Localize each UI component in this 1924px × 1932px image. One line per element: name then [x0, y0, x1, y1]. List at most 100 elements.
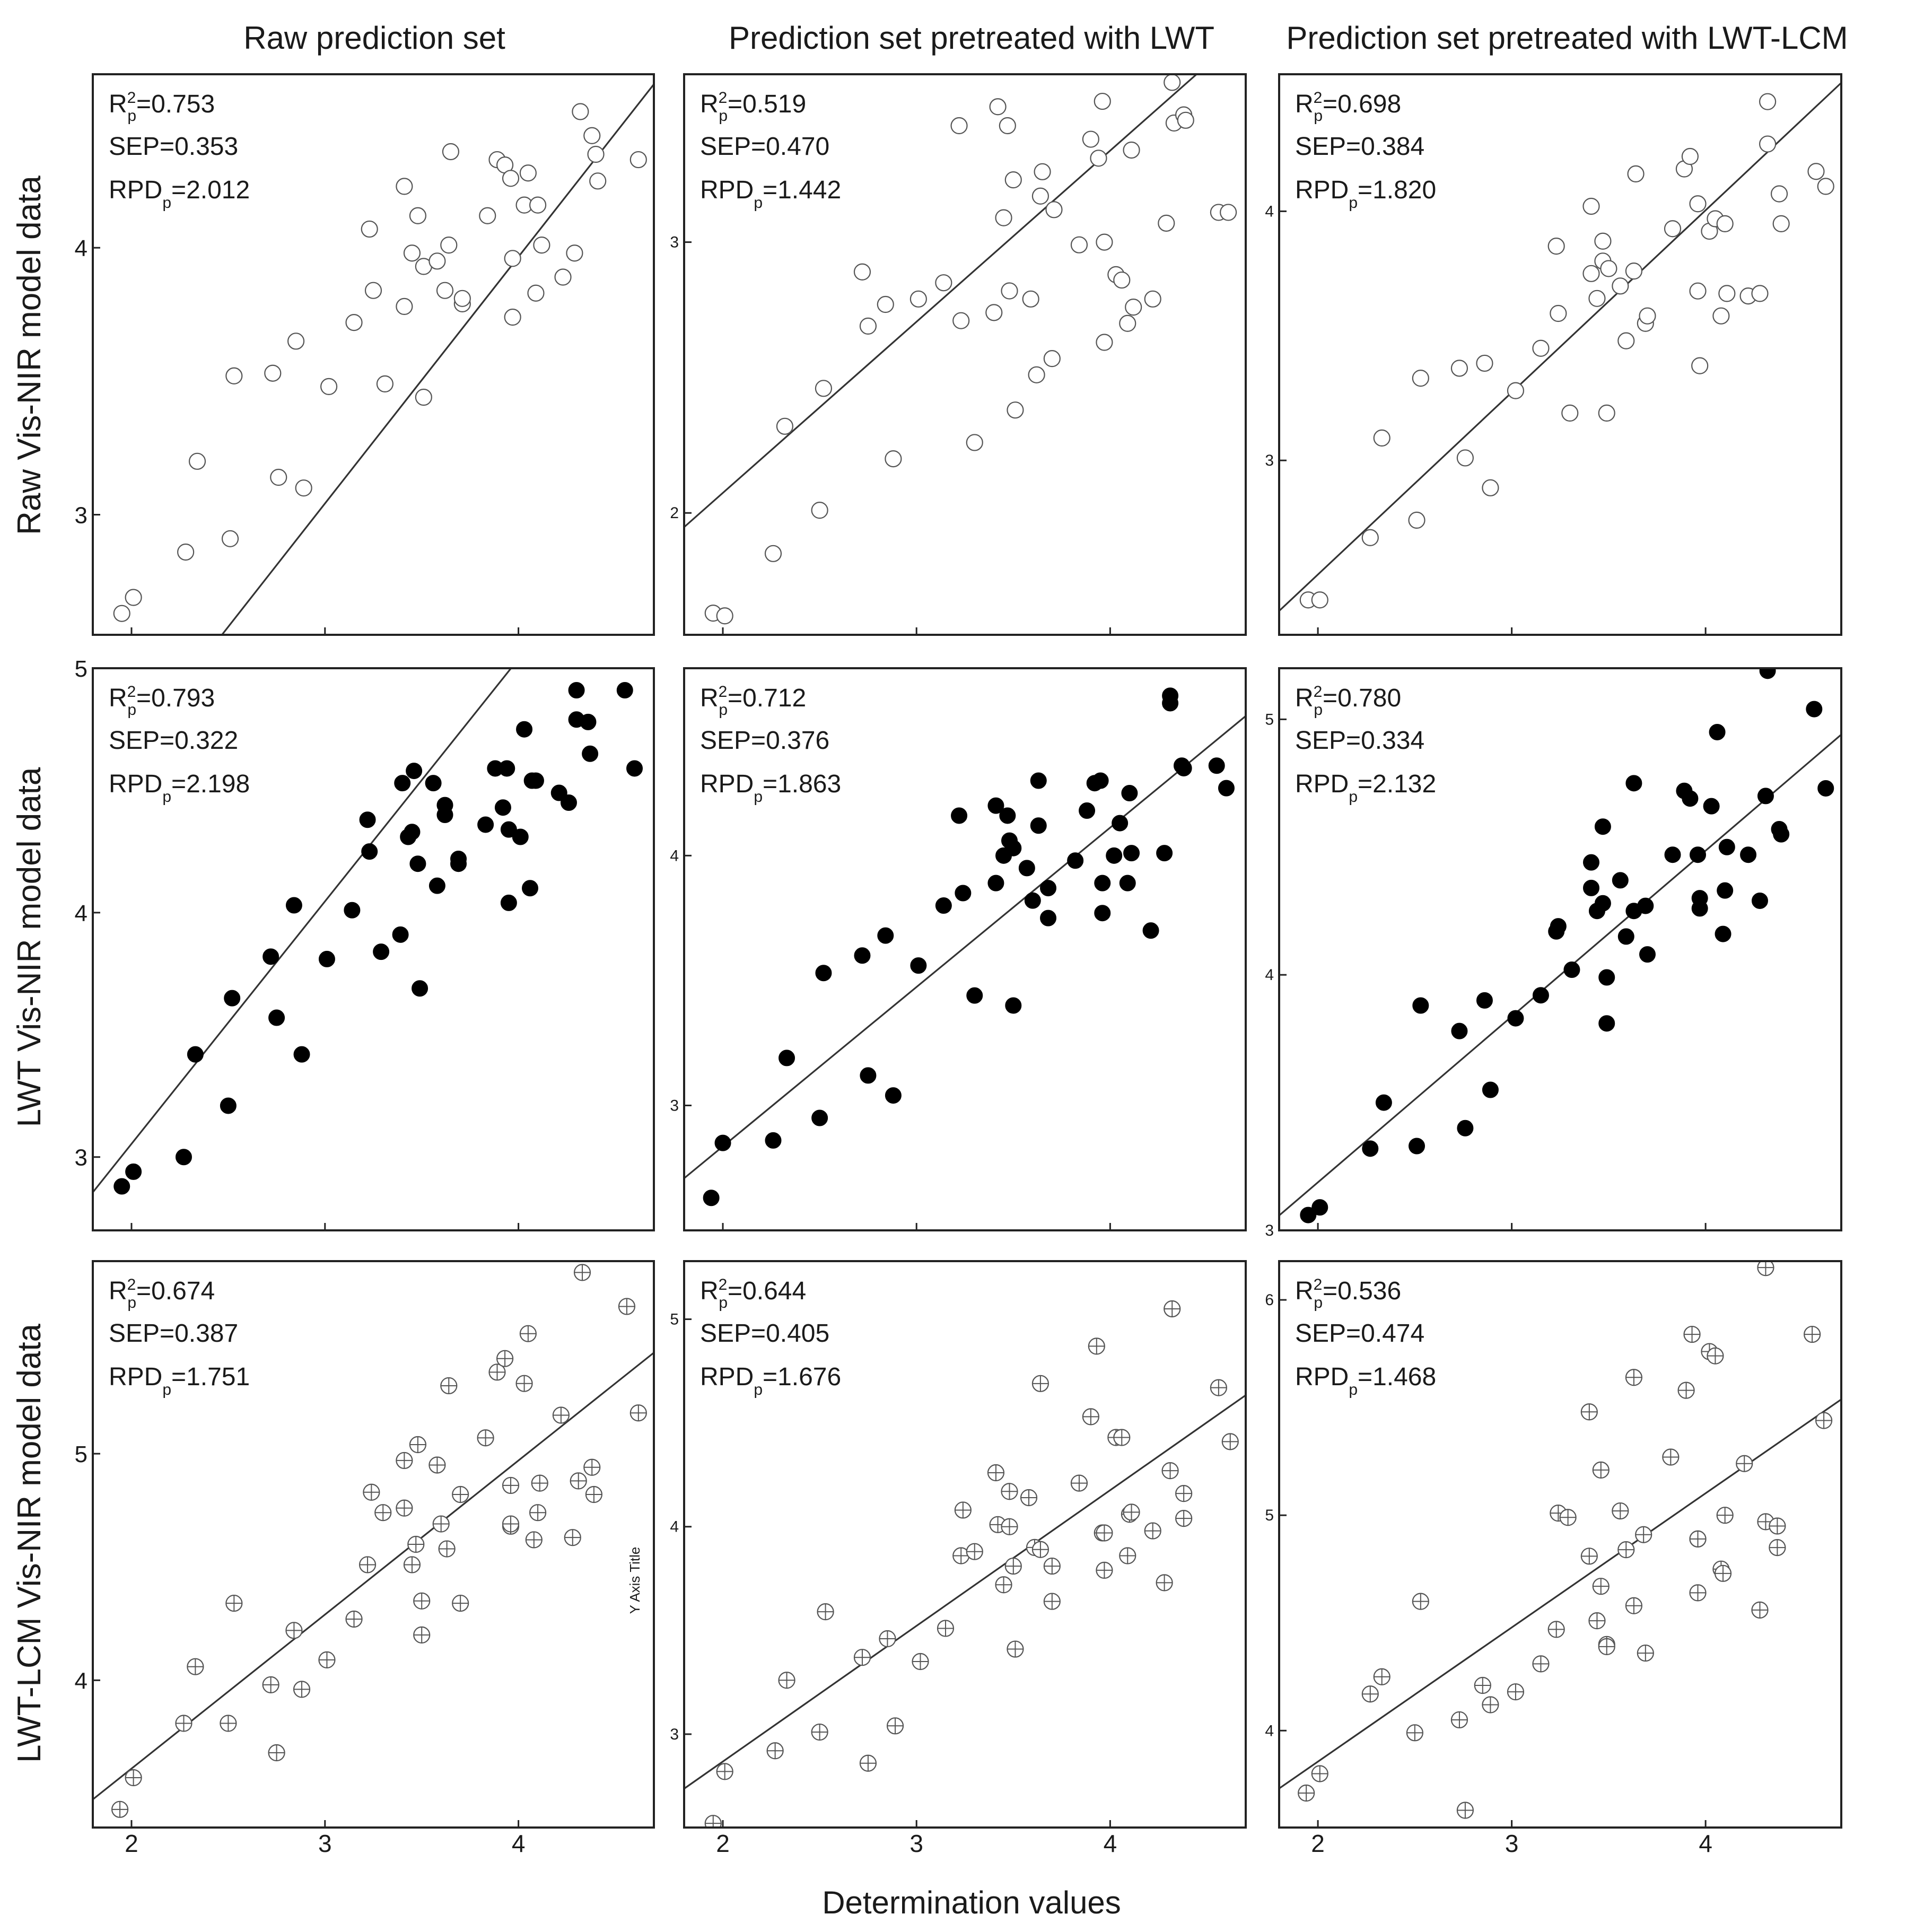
plot-frame	[683, 667, 1247, 1231]
stat-sep: SEP=0.405	[700, 1319, 829, 1348]
data-point	[1770, 185, 1788, 203]
data-point	[396, 178, 413, 195]
data-point	[764, 545, 782, 562]
y-tick-label: 3	[670, 234, 679, 251]
data-point	[428, 877, 445, 894]
panel-r0c1: 2 3 R2 p=0.519 SEP=0.470 RPDp=1.442	[670, 73, 1247, 636]
data-point	[392, 926, 409, 943]
data-point	[224, 990, 241, 1007]
data-point	[453, 290, 471, 307]
data-point	[1639, 307, 1656, 325]
data-point	[1718, 838, 1735, 855]
data-point	[616, 681, 633, 698]
data-point	[1024, 892, 1041, 909]
x-axis-label: Determination values	[822, 1885, 1121, 1920]
data-point	[1040, 880, 1057, 897]
data-point	[1220, 204, 1237, 221]
data-point	[499, 760, 515, 777]
data-point	[1582, 197, 1600, 215]
data-point	[1807, 163, 1825, 180]
data-point	[811, 502, 828, 519]
data-point	[373, 943, 390, 960]
data-point	[580, 713, 597, 730]
stat-sep: SEP=0.353	[109, 133, 238, 161]
data-point	[1476, 354, 1493, 372]
data-point	[1096, 334, 1113, 351]
stat-r2: R2 p=0.644	[700, 1276, 806, 1312]
plot-frame	[683, 1260, 1247, 1829]
panels-group: 3 4 R2 p=0.753 SEP=0.353 RPDp=2.012 2 3 R2 p=0.51…	[75, 73, 1842, 1857]
data-point	[361, 220, 378, 238]
y-tick-label: 4	[75, 1668, 88, 1694]
data-point	[860, 1067, 877, 1084]
data-point	[1740, 846, 1757, 863]
y-tick-label: 4	[1265, 203, 1274, 220]
data-point	[1022, 290, 1039, 308]
column-title-lwt: Prediction set pretreated with LWT	[729, 20, 1214, 56]
points-group	[113, 681, 643, 1195]
data-point	[1028, 366, 1045, 383]
data-point	[1030, 772, 1047, 789]
data-point	[566, 244, 583, 262]
data-point	[1300, 1207, 1317, 1223]
plot-frame	[92, 1260, 655, 1829]
data-point	[1031, 187, 1050, 205]
data-point	[583, 127, 601, 144]
data-point	[1373, 429, 1390, 447]
row-title-raw: Raw Vis-NIR model data	[11, 176, 48, 535]
data-point	[285, 897, 302, 914]
data-point	[987, 875, 1004, 891]
data-point	[999, 117, 1016, 135]
data-point	[703, 1190, 720, 1207]
data-point	[409, 207, 427, 224]
points-group	[704, 1300, 1239, 1828]
data-point	[477, 816, 494, 833]
data-point	[1773, 826, 1790, 843]
data-point	[504, 250, 521, 267]
data-point	[1582, 265, 1600, 282]
data-point	[428, 252, 446, 270]
data-point	[1482, 1081, 1499, 1098]
data-point	[1457, 1120, 1474, 1137]
data-point	[263, 948, 279, 965]
data-point	[1625, 263, 1642, 280]
data-point	[1005, 840, 1022, 856]
y-tick-label: 3	[1265, 1222, 1274, 1239]
data-point	[1817, 780, 1834, 797]
regression-line	[221, 83, 654, 635]
y-tick-label: 4	[75, 901, 88, 926]
data-point	[935, 274, 952, 292]
stat-rpd: RPDp=1.863	[700, 770, 841, 806]
data-point	[811, 1109, 828, 1126]
data-point	[502, 170, 520, 187]
data-point	[1598, 404, 1615, 422]
data-point	[877, 295, 894, 313]
y-tick-label: 3	[1265, 452, 1274, 469]
data-point	[1582, 854, 1599, 871]
y-tick-label: 5	[1265, 711, 1274, 728]
data-point	[1079, 802, 1096, 819]
data-point	[177, 543, 195, 561]
data-point	[1709, 723, 1726, 740]
data-point	[1594, 232, 1612, 250]
data-point	[1532, 987, 1549, 1004]
data-point	[1409, 1138, 1425, 1155]
data-point	[1034, 163, 1051, 180]
data-point	[1177, 111, 1194, 129]
data-point	[345, 313, 363, 331]
data-point	[1712, 307, 1730, 325]
row-title-lwt-lcm: LWT-LCM Vis-NIR model data	[11, 1323, 48, 1763]
data-point	[1817, 178, 1834, 195]
data-point	[952, 312, 970, 329]
data-point	[1550, 304, 1567, 322]
data-point	[295, 479, 312, 497]
data-point	[1408, 511, 1425, 529]
data-point	[287, 333, 305, 350]
data-point	[1218, 780, 1235, 797]
data-point	[1375, 1094, 1392, 1111]
data-point	[409, 855, 426, 872]
data-point	[1113, 271, 1131, 289]
data-point	[1561, 404, 1579, 422]
data-point	[885, 450, 902, 468]
